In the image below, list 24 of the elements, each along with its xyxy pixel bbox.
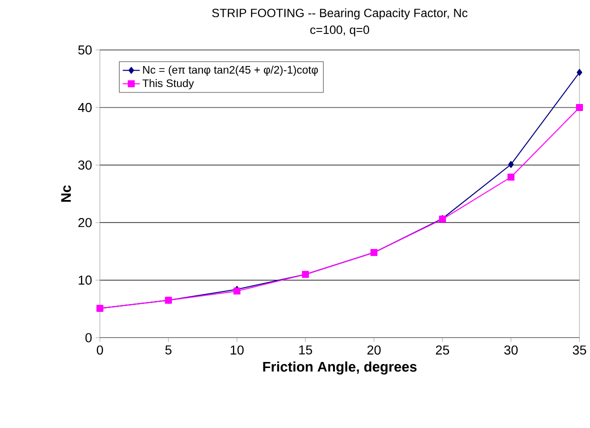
x-tick-label: 0 <box>96 346 104 355</box>
y-tick-label: 10 <box>78 276 92 285</box>
point <box>576 69 582 76</box>
y-tick-label: 50 <box>78 46 92 55</box>
y-tick-label: 40 <box>78 103 92 112</box>
x-tick-label: 20 <box>367 346 381 355</box>
point <box>508 161 514 168</box>
legend-label: This Study <box>142 79 194 90</box>
x-tick-label: 35 <box>572 346 586 355</box>
chart-subtitle: c=100, q=0 <box>310 26 370 37</box>
x-tick-label: 10 <box>230 346 244 355</box>
legend-label: Nc = (eπ tanφ tan2(45 + φ/2)-1)cotφ <box>143 66 318 76</box>
x-tick-label: 5 <box>165 346 172 355</box>
x-axis-title: Friction Angle, degrees <box>263 362 417 375</box>
x-tick-label: 25 <box>436 346 450 355</box>
y-tick-label: 30 <box>78 160 92 170</box>
point <box>576 104 583 112</box>
x-tick-label: 30 <box>504 346 518 355</box>
x-tick-label: 15 <box>299 346 312 355</box>
point <box>507 174 514 181</box>
y-axis-title: Nc <box>61 186 71 202</box>
chart-title: STRIP FOOTING -- Bearing Capacity Factor, Nc <box>212 8 468 20</box>
y-tick-label: 0 <box>85 333 92 342</box>
y-tick-label: 20 <box>78 218 92 228</box>
